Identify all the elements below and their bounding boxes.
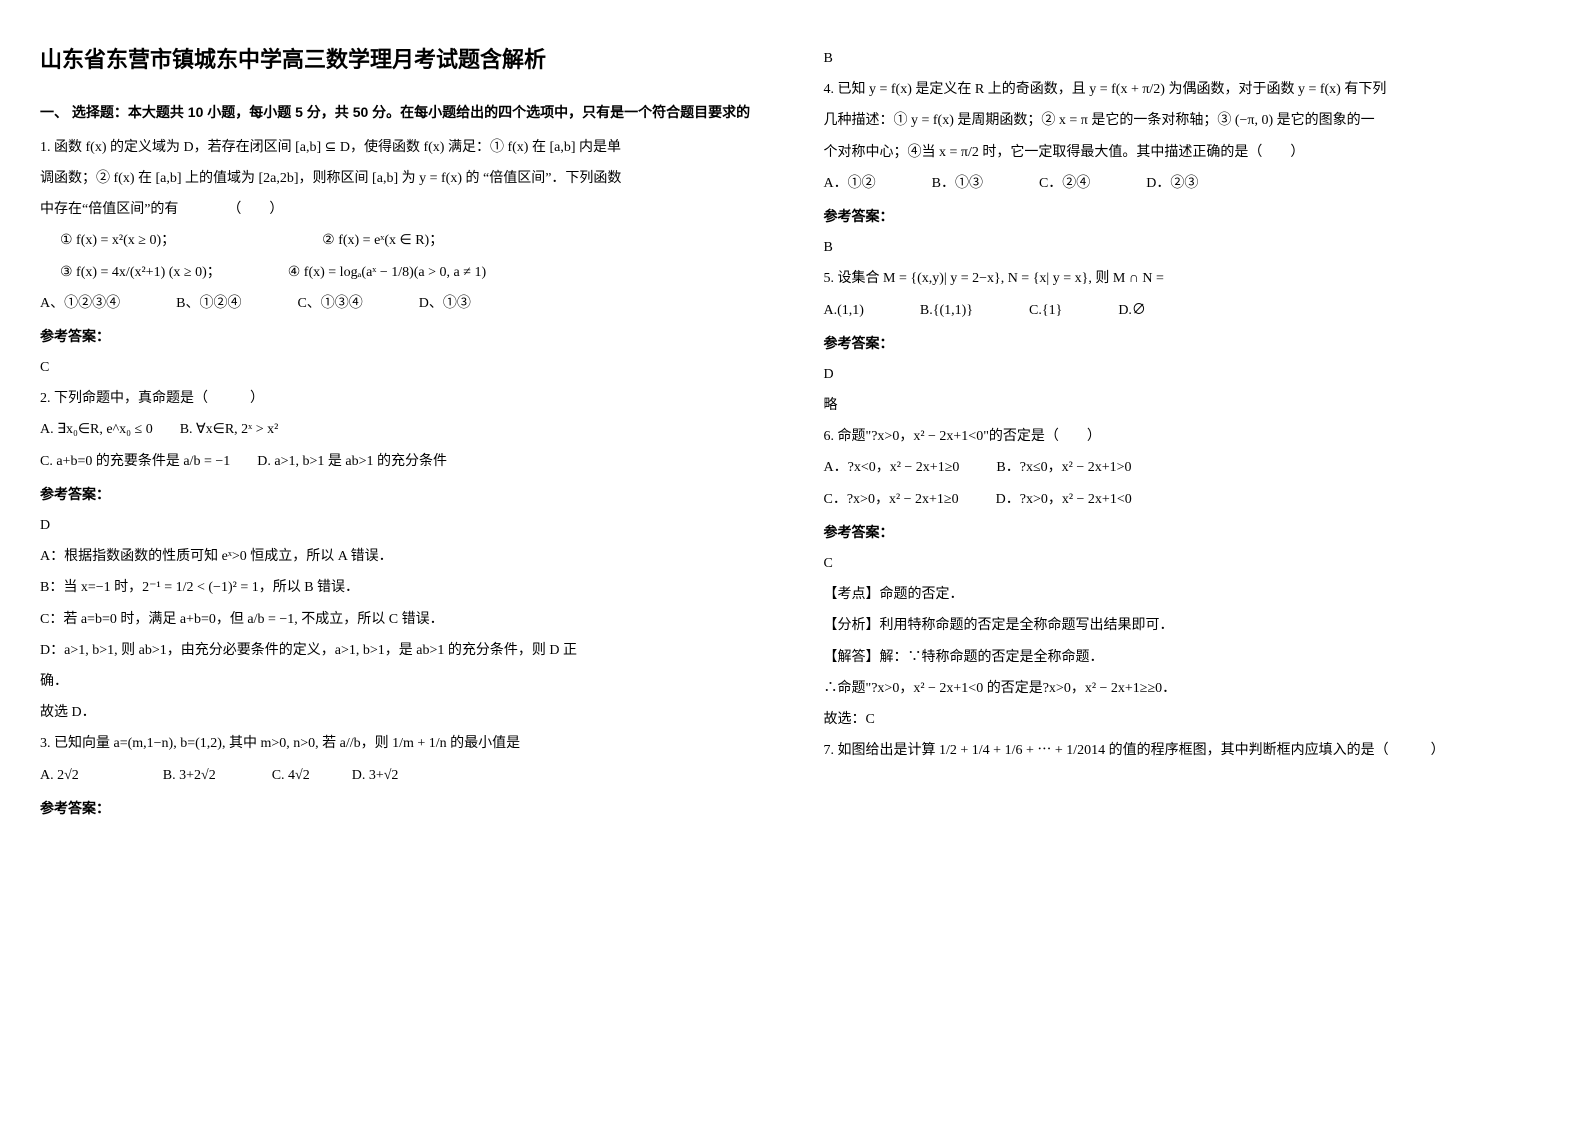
q1-stem-c: 中存在“倍值区间”的有 （ ） <box>40 197 764 222</box>
q1-opt4: ④ f(x) = logₐ(aˣ − 1/8)(a > 0, a ≠ 1) <box>288 265 486 280</box>
q2-explEnd: 故选 D． <box>40 700 764 725</box>
q3-answer: B <box>824 46 1548 71</box>
q6-answer: C <box>824 551 1548 576</box>
q2-explA: A：根据指数函数的性质可知 eˣ>0 恒成立，所以 A 错误． <box>40 544 764 569</box>
q2-opts-cd: C. a+b=0 的充要条件是 a/b = −1 D. a>1, b>1 是 a… <box>40 449 764 474</box>
q6-solve3: 故选：C <box>824 707 1548 732</box>
q2-opts-ab: A. ∃x₀∈R, e^x₀ ≤ 0 B. ∀x∈R, 2ˣ > x² <box>40 417 764 442</box>
q6-optA: A．?x<0，x² − 2x+1≥0 <box>824 460 960 475</box>
q1-answer: C <box>40 355 764 380</box>
q6-answer-label: 参考答案： <box>824 520 1548 545</box>
q5-stem: 5. 设集合 M = {(x,y)| y = 2−x}, N = {x| y =… <box>824 266 1548 291</box>
q5-note: 略 <box>824 393 1548 418</box>
q6-optB: B．?x≤0，x² − 2x+1>0 <box>996 460 1131 475</box>
section-heading: 一、 选择题：本大题共 10 小题，每小题 5 分，共 50 分。在每小题给出的… <box>40 100 764 125</box>
q2-optD: D. a>1, b>1 是 ab>1 的充分条件 <box>257 454 447 469</box>
q7-stem: 7. 如图给出是计算 1/2 + 1/4 + 1/6 + ⋯ + 1/2014 … <box>824 738 1548 763</box>
q6-stem: 6. 命题"?x>0，x² − 2x+1<0"的否定是（ ） <box>824 424 1548 449</box>
q4-answer: B <box>824 235 1548 260</box>
q2-explC: C：若 a=b=0 时，满足 a+b=0，但 a/b = −1, 不成立，所以 … <box>40 607 764 632</box>
q1-opt2: ② f(x) = eˣ(x ∈ R)； <box>322 233 443 248</box>
q2-answer: D <box>40 513 764 538</box>
q3-choices: A. 2√2 B. 3+2√2 C. 4√2 D. 3+√2 <box>40 763 764 788</box>
q6-point: 【考点】命题的否定． <box>824 582 1548 607</box>
q1-opts-row2: ③ f(x) = 4x/(x²+1) (x ≥ 0)； ④ f(x) = log… <box>60 260 764 285</box>
q2-optA: A. ∃x₀∈R, e^x₀ ≤ 0 <box>40 422 153 437</box>
q2-explB: B：当 x=−1 时，2⁻¹ = 1/2 < (−1)² = 1，所以 B 错误… <box>40 575 764 600</box>
q5-answer-label: 参考答案： <box>824 331 1548 356</box>
q6-solve2: ∴命题"?x>0，x² − 2x+1<0 的否定是?x>0，x² − 2x+1≥… <box>824 676 1548 701</box>
q5-choices: A.(1,1) B.{(1,1)} C.{1} D.∅ <box>824 298 1548 323</box>
q4-answer-label: 参考答案： <box>824 204 1548 229</box>
q1-stem-a: 1. 函数 f(x) 的定义域为 D，若存在闭区间 [a,b] ⊆ D，使得函数… <box>40 135 764 160</box>
q2-stem: 2. 下列命题中，真命题是（ ） <box>40 386 764 411</box>
q2-explD2: 确． <box>40 669 764 694</box>
q6-optD: D．?x>0，x² − 2x+1<0 <box>996 492 1132 507</box>
q6-solve1: 【解答】解：∵特称命题的否定是全称命题． <box>824 645 1548 670</box>
q6-opts-ab: A．?x<0，x² − 2x+1≥0 B．?x≤0，x² − 2x+1>0 <box>824 455 1548 480</box>
q4-choices: A．①② B．①③ C．②④ D．②③ <box>824 171 1548 196</box>
q2-answer-label: 参考答案： <box>40 482 764 507</box>
q5-answer: D <box>824 362 1548 387</box>
q4-stem-c: 个对称中心；④当 x = π/2 时，它一定取得最大值。其中描述正确的是（ ） <box>824 140 1548 165</box>
q1-answer-label: 参考答案： <box>40 324 764 349</box>
page-title: 山东省东营市镇城东中学高三数学理月考试题含解析 <box>40 40 764 80</box>
q4-stem-a: 4. 已知 y = f(x) 是定义在 R 上的奇函数，且 y = f(x + … <box>824 77 1548 102</box>
q1-opts-row1: ① f(x) = x²(x ≥ 0)； ② f(x) = eˣ(x ∈ R)； <box>60 228 764 253</box>
q4-stem-b: 几种描述：① y = f(x) 是周期函数；② x = π 是它的一条对称轴；③… <box>824 108 1548 133</box>
q2-optB: B. ∀x∈R, 2ˣ > x² <box>180 422 279 437</box>
q1-opt3: ③ f(x) = 4x/(x²+1) (x ≥ 0)； <box>60 265 221 280</box>
q1-stem-b: 调函数；② f(x) 在 [a,b] 上的值域为 [2a,2b]，则称区间 [a… <box>40 166 764 191</box>
q6-analysis: 【分析】利用特称命题的否定是全称命题写出结果即可． <box>824 613 1548 638</box>
q6-optC: C．?x>0，x² − 2x+1≥0 <box>824 492 959 507</box>
q3-stem: 3. 已知向量 a=(m,1−n), b=(1,2), 其中 m>0, n>0,… <box>40 731 764 756</box>
q2-explD: D：a>1, b>1, 则 ab>1，由充分必要条件的定义，a>1, b>1，是… <box>40 638 764 663</box>
q1-choices: A、①②③④ B、①②④ C、①③④ D、①③ <box>40 291 764 316</box>
q2-optC: C. a+b=0 的充要条件是 a/b = −1 <box>40 454 230 469</box>
q6-opts-cd: C．?x>0，x² − 2x+1≥0 D．?x>0，x² − 2x+1<0 <box>824 487 1548 512</box>
q1-opt1: ① f(x) = x²(x ≥ 0)； <box>60 233 175 248</box>
q3-answer-label: 参考答案： <box>40 796 764 821</box>
